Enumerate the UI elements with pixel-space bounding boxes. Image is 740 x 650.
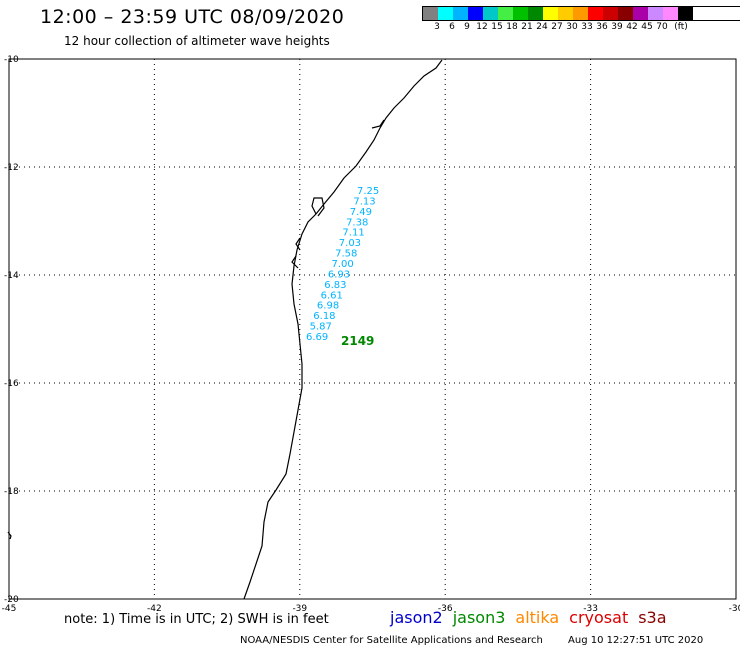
color-swatch-8	[543, 7, 558, 20]
color-swatch-0	[423, 7, 438, 20]
color-swatch-5	[498, 7, 513, 20]
color-swatch-7	[528, 7, 543, 20]
lon-label: -33	[583, 604, 598, 614]
color-swatch-11	[588, 7, 603, 20]
color-scale-label: 3	[434, 22, 440, 32]
lon-label: -42	[147, 604, 162, 614]
color-scale-label: 42	[626, 22, 638, 32]
wave-height-value: 7.00	[332, 259, 354, 270]
color-swatch-9	[558, 7, 573, 20]
wave-height-value: 6.18	[313, 311, 335, 322]
credit-line: NOAA/NESDIS Center for Satellite Applica…	[240, 635, 703, 646]
color-swatch-10	[573, 7, 588, 20]
color-swatch-6	[513, 7, 528, 20]
color-swatch-16	[663, 7, 678, 20]
lat-lon-grid: -45 -42 -39 -36 -33 -30 -10 -12 -14 -16 -18 -20	[2, 55, 740, 614]
color-scale-label: 12	[476, 22, 488, 32]
color-scale-label: 9	[464, 22, 470, 32]
satellite-altika: altika	[515, 608, 560, 627]
wave-height-value: 6.69	[306, 332, 328, 343]
satellite-jason3: jason3	[452, 608, 506, 627]
color-scale-label: 24	[536, 22, 548, 32]
wave-height-value: 7.13	[353, 196, 375, 207]
wave-height-color-scale: 3 6 9 12 15 18 21 24 27 30 33 36 39 42 45 70 (ft)	[422, 6, 740, 33]
coastline-islet	[7, 531, 12, 540]
wave-height-value: 7.11	[342, 228, 364, 239]
satellite-legend: jason2 jason3 altika cryosat s3a	[390, 608, 677, 627]
coastline-bay	[291, 119, 385, 269]
altimeter-track: 7.257.137.497.387.117.037.587.006.936.83…	[306, 186, 379, 348]
units-note: note: 1) Time is in UTC; 2) SWH is in fe…	[64, 612, 329, 627]
color-swatch-13	[618, 7, 633, 20]
color-scale-label: 45	[641, 22, 653, 32]
wave-height-value: 6.83	[324, 280, 346, 291]
color-scale-label: 30	[566, 22, 578, 32]
lon-label: -36	[438, 604, 453, 614]
color-scale-label: 33	[581, 22, 593, 32]
wave-height-value: 7.58	[335, 249, 357, 260]
wave-height-value: 6.61	[321, 290, 343, 301]
wave-height-value: 7.25	[357, 186, 379, 197]
lon-label: -30	[729, 604, 740, 614]
color-scale-label: 6	[449, 22, 455, 32]
pass-time-label: 2149	[341, 334, 374, 348]
generated-timestamp: Aug 10 12:27:51 UTC 2020	[568, 635, 704, 646]
color-swatch-2	[453, 7, 468, 20]
wave-height-value: 6.98	[317, 301, 339, 312]
coastline	[243, 59, 443, 600]
lat-label: -18	[4, 487, 19, 497]
lat-label: -16	[4, 379, 19, 389]
map-title: 12:00 – 23:59 UTC 08/09/2020	[40, 6, 345, 28]
color-scale-label: 15	[491, 22, 503, 32]
color-swatch-4	[483, 7, 498, 20]
lat-label: -14	[4, 271, 19, 281]
color-swatch-17	[678, 7, 693, 20]
color-scale-label: 27	[551, 22, 563, 32]
lat-label: -12	[4, 163, 19, 173]
color-swatch-1	[438, 7, 453, 20]
lon-label: -45	[2, 604, 17, 614]
color-scale-labels: 3 6 9 12 15 18 21 24 27 30 33 36 39 42 45 70 (ft)	[422, 21, 740, 33]
color-swatch-3	[468, 7, 483, 20]
color-scale-label: 39	[611, 22, 623, 32]
color-scale-label: 70	[656, 22, 668, 32]
lat-label: -10	[4, 55, 19, 65]
wave-height-value: 7.03	[339, 238, 361, 249]
map-subtitle: 12 hour collection of altimeter wave hei…	[64, 34, 330, 48]
wave-height-value: 7.38	[346, 217, 368, 228]
map-frame	[8, 58, 737, 600]
color-scale-label: (ft)	[674, 22, 688, 32]
lat-label: -20	[4, 595, 19, 605]
color-scale-swatches	[422, 6, 740, 21]
color-scale-label: 18	[506, 22, 518, 32]
satellite-cryosat: cryosat	[569, 608, 629, 627]
wave-height-value: 5.87	[310, 322, 332, 333]
color-scale-label: 21	[521, 22, 533, 32]
credit-text: NOAA/NESDIS Center for Satellite Applica…	[240, 635, 543, 646]
satellite-jason2: jason2	[390, 608, 443, 627]
wave-height-value: 7.49	[350, 207, 372, 218]
wave-height-value: 6.93	[328, 269, 350, 280]
color-swatch-14	[633, 7, 648, 20]
color-swatch-15	[648, 7, 663, 20]
satellite-s3a: s3a	[638, 608, 667, 627]
color-scale-label: 36	[596, 22, 608, 32]
color-swatch-12	[603, 7, 618, 20]
lon-label: -39	[292, 604, 307, 614]
